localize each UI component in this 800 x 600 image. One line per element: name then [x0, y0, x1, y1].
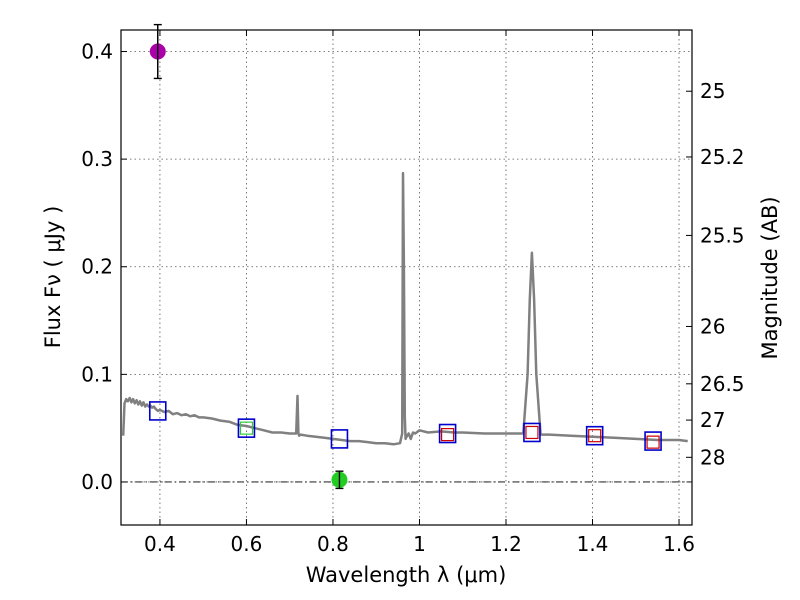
y2-tick-label: 26.5	[700, 372, 745, 396]
y-tick-label: 0.2	[81, 255, 113, 279]
plot-frame	[120, 29, 693, 526]
observed-marker	[239, 421, 254, 435]
x-tick-label: 1.6	[663, 532, 695, 556]
y2-tick-label: 25.5	[700, 223, 745, 247]
axis-ticks: 0.4 0.6 0.8 1 1.2 1.4 1.6 0.0 0.1 0.2 0.3 0.4 25 25.2…	[81, 30, 745, 556]
y2-tick-label: 27	[700, 408, 725, 432]
y-tick-label: 0.3	[81, 147, 113, 171]
y-tick-label: 0.4	[81, 40, 113, 64]
model-photometry-marker	[438, 423, 457, 444]
x-tick-label: 0.6	[231, 532, 263, 556]
plot-area	[121, 23, 692, 490]
x-tick-label: 0.8	[317, 532, 349, 556]
y2-tick-label: 28	[700, 445, 725, 469]
grid	[121, 30, 692, 525]
x-tick-label: 1.2	[490, 532, 522, 556]
x-axis-label-text: Wavelength λ (μm)	[306, 563, 507, 587]
observed-marker	[646, 435, 660, 449]
x-tick-label: 1	[413, 532, 426, 556]
x-tick-label: 1.4	[577, 532, 609, 556]
sed-line	[121, 171, 688, 446]
y2-axis-label: Magnitude (AB)	[758, 196, 782, 359]
observed-marker	[588, 429, 602, 443]
y-tick-label: 0.0	[81, 470, 113, 494]
model-photometry-marker	[237, 418, 256, 438]
model-photometry-marker	[644, 431, 662, 451]
x-axis-label: Wavelength λ (μm)	[306, 563, 507, 587]
y2-tick-label: 25.2	[700, 145, 745, 169]
model-photometry-marker	[330, 429, 349, 449]
y-axis-label: Flux Fν ( μJy )	[41, 206, 65, 349]
x-tick-label: 0.4	[144, 532, 176, 556]
y2-axis-label-text: Magnitude (AB)	[758, 196, 782, 359]
model-photometry-marker	[148, 401, 167, 421]
observed-marker	[440, 428, 455, 442]
model-photometry-marker	[585, 425, 604, 446]
y2-tick-label: 26	[700, 314, 725, 338]
y-tick-label: 0.1	[81, 362, 113, 386]
y2-tick-label: 25	[700, 79, 725, 103]
model-photometry-marker	[523, 422, 541, 443]
observed-marker	[525, 425, 539, 440]
y-axis-label-text: Flux Fν ( μJy )	[41, 206, 65, 349]
